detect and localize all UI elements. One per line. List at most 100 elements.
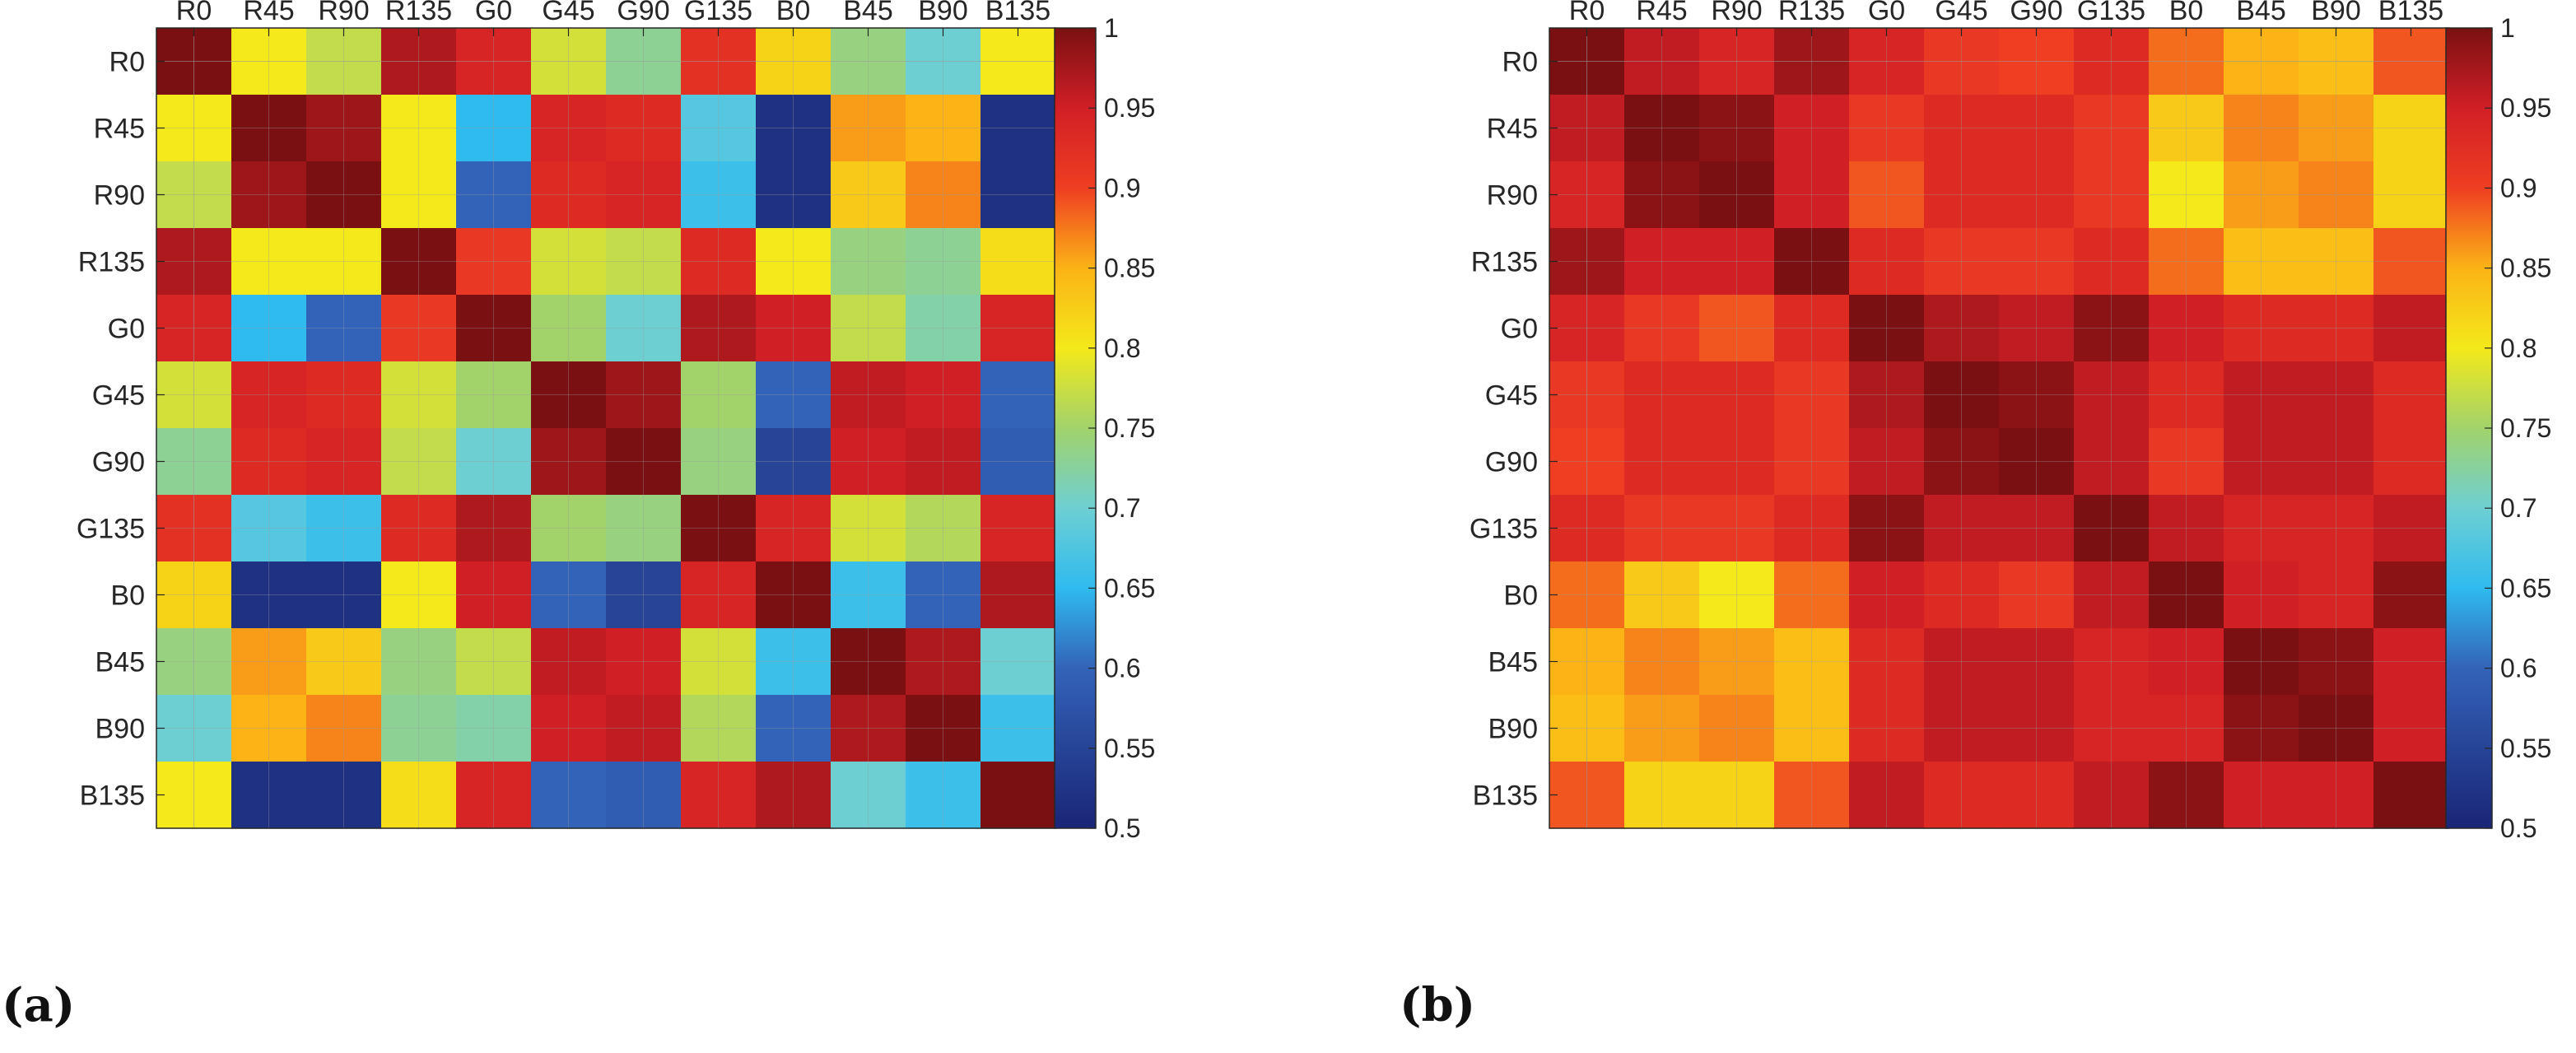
colorbar-label-b-6: 0.8 — [2500, 333, 2536, 363]
cell-b-r5-c3 — [1774, 361, 1850, 429]
cell-a-r7-c4 — [456, 495, 532, 562]
xtick-label-a-4: G0 — [475, 0, 512, 26]
ytick-label-b-10: B90 — [1488, 714, 1539, 745]
cell-b-r3-c9 — [2224, 228, 2299, 296]
xtick-label-b-0: R0 — [1569, 0, 1605, 26]
ytick-label-a-2: R90 — [94, 180, 145, 212]
cell-a-r1-c9 — [831, 95, 906, 162]
cell-a-r5-c10 — [906, 361, 981, 429]
cell-a-r6-c10 — [906, 428, 981, 496]
cell-b-r11-c6 — [1999, 762, 2075, 829]
xtick-label-a-1: R45 — [243, 0, 294, 26]
xtick-label-b-8: B0 — [2169, 0, 2204, 26]
cell-a-r5-c4 — [456, 361, 532, 429]
cell-b-r11-c1 — [1624, 762, 1700, 829]
cell-b-r6-c6 — [1999, 428, 2075, 496]
cell-a-r2-c11 — [981, 161, 1056, 229]
cell-b-r6-c1 — [1624, 428, 1700, 496]
cell-a-r11-c5 — [531, 762, 607, 829]
cell-b-r10-c4 — [1849, 695, 1925, 762]
cell-b-r1-c6 — [1999, 95, 2075, 162]
cell-b-r5-c5 — [1924, 361, 2000, 429]
cell-b-r0-c3 — [1774, 28, 1850, 96]
cell-b-r0-c11 — [2373, 28, 2449, 96]
cell-b-r7-c11 — [2373, 495, 2449, 562]
cell-b-r0-c0 — [1549, 28, 1625, 96]
cell-b-r5-c11 — [2373, 361, 2449, 429]
cell-b-r4-c9 — [2224, 295, 2299, 362]
cell-b-r7-c2 — [1699, 495, 1775, 562]
cell-a-r11-c0 — [156, 762, 232, 829]
colorbar-label-b-8: 0.9 — [2500, 173, 2536, 203]
cell-b-r11-c7 — [2074, 762, 2150, 829]
cell-a-r2-c8 — [756, 161, 831, 229]
cell-a-r5-c6 — [606, 361, 682, 429]
cell-b-r8-c6 — [1999, 561, 2075, 629]
cell-b-r0-c1 — [1624, 28, 1700, 96]
cell-a-r6-c0 — [156, 428, 232, 496]
cell-a-r8-c4 — [456, 561, 532, 629]
cell-b-r10-c2 — [1699, 695, 1775, 762]
cell-a-r5-c3 — [381, 361, 457, 429]
cell-a-r1-c5 — [531, 95, 607, 162]
cell-b-r2-c0 — [1549, 161, 1625, 229]
cell-a-r5-c7 — [681, 361, 757, 429]
colorbar-b — [2445, 27, 2493, 829]
cell-b-r7-c7 — [2074, 495, 2150, 562]
cell-a-r11-c1 — [231, 762, 307, 829]
cell-b-r3-c0 — [1549, 228, 1625, 296]
cell-b-r0-c5 — [1924, 28, 2000, 96]
cell-a-r5-c8 — [756, 361, 831, 429]
cell-a-r11-c10 — [906, 762, 981, 829]
cell-b-r8-c0 — [1549, 561, 1625, 629]
ytick-label-b-11: B135 — [1473, 780, 1538, 812]
cell-a-r3-c6 — [606, 228, 682, 296]
cell-b-r8-c11 — [2373, 561, 2449, 629]
cell-b-r5-c8 — [2149, 361, 2224, 429]
xtick-label-b-11: B135 — [2378, 0, 2443, 26]
cell-a-r3-c11 — [981, 228, 1056, 296]
cell-b-r3-c8 — [2149, 228, 2224, 296]
cell-a-r5-c5 — [531, 361, 607, 429]
cell-a-r8-c9 — [831, 561, 906, 629]
cell-a-r7-c10 — [906, 495, 981, 562]
cell-b-r1-c3 — [1774, 95, 1850, 162]
cell-a-r0-c11 — [981, 28, 1056, 96]
cell-a-r11-c7 — [681, 762, 757, 829]
cell-a-r9-c7 — [681, 628, 757, 696]
cell-a-r1-c4 — [456, 95, 532, 162]
cell-b-r3-c7 — [2074, 228, 2150, 296]
cell-b-r8-c1 — [1624, 561, 1700, 629]
cell-a-r10-c6 — [606, 695, 682, 762]
colorbar-label-a-3: 0.65 — [1104, 573, 1155, 603]
colorbar-label-a-10: 1 — [1104, 13, 1119, 43]
cell-a-r1-c11 — [981, 95, 1056, 162]
cell-b-r2-c3 — [1774, 161, 1850, 229]
cell-a-r8-c3 — [381, 561, 457, 629]
cell-b-r9-c5 — [1924, 628, 2000, 696]
cell-b-r1-c9 — [2224, 95, 2299, 162]
cell-b-r2-c5 — [1924, 161, 2000, 229]
cell-b-r8-c9 — [2224, 561, 2299, 629]
cell-a-r8-c10 — [906, 561, 981, 629]
cell-a-r8-c11 — [981, 561, 1056, 629]
cell-a-r9-c1 — [231, 628, 307, 696]
cell-a-r1-c1 — [231, 95, 307, 162]
cell-a-r7-c8 — [756, 495, 831, 562]
cell-a-r1-c3 — [381, 95, 457, 162]
cell-a-r3-c0 — [156, 228, 232, 296]
cell-b-r7-c9 — [2224, 495, 2299, 562]
cell-b-r7-c0 — [1549, 495, 1625, 562]
ytick-label-b-9: B45 — [1488, 647, 1539, 678]
cell-b-r8-c7 — [2074, 561, 2150, 629]
cell-b-r4-c5 — [1924, 295, 2000, 362]
cell-b-r4-c3 — [1774, 295, 1850, 362]
cell-a-r4-c6 — [606, 295, 682, 362]
ytick-label-b-6: G90 — [1485, 447, 1538, 478]
cell-b-r3-c11 — [2373, 228, 2449, 296]
cell-b-r6-c5 — [1924, 428, 2000, 496]
cell-b-r7-c10 — [2299, 495, 2374, 562]
xtick-label-a-3: R135 — [385, 0, 452, 26]
cell-a-r4-c9 — [831, 295, 906, 362]
ytick-label-b-2: R90 — [1487, 180, 1538, 212]
